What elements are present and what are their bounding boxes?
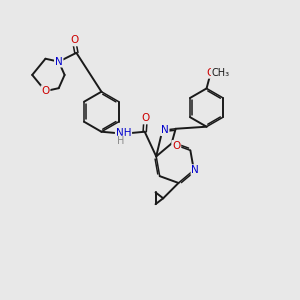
- Text: CH₃: CH₃: [212, 68, 230, 78]
- Text: O: O: [172, 141, 180, 151]
- Text: H: H: [118, 136, 125, 146]
- Text: N: N: [55, 57, 63, 67]
- Text: N: N: [191, 165, 199, 175]
- Text: NH: NH: [116, 128, 131, 138]
- Text: O: O: [142, 113, 150, 124]
- Text: O: O: [41, 86, 50, 96]
- Text: O: O: [70, 35, 78, 46]
- Text: N: N: [161, 125, 169, 135]
- Text: O: O: [207, 68, 215, 78]
